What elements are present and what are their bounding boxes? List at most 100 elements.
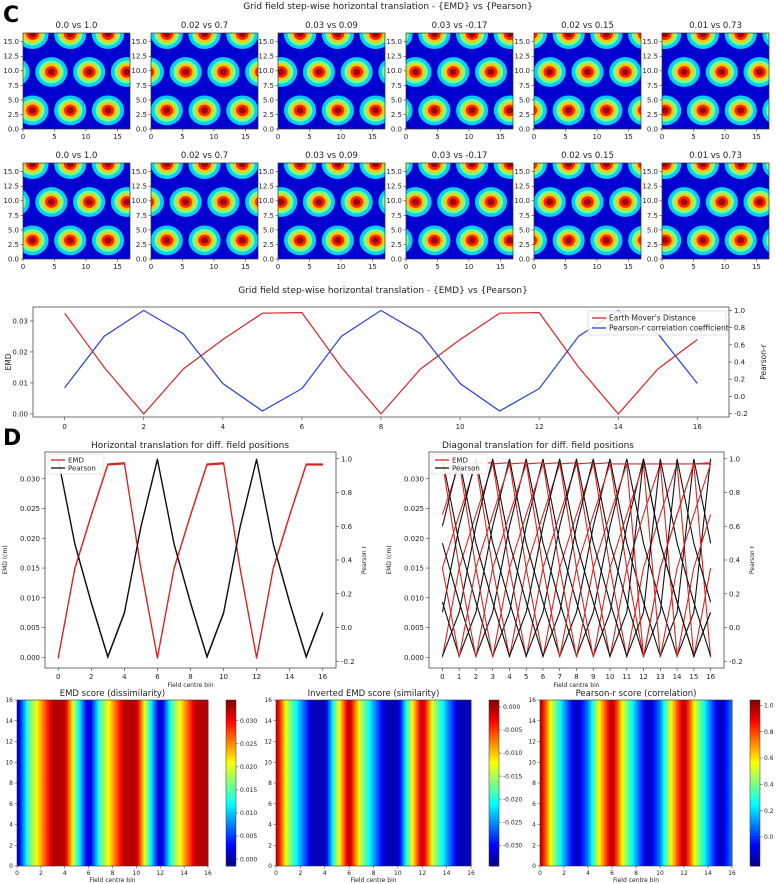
colorbar-segment	[226, 735, 236, 740]
y-tick-label: 0.01	[12, 379, 28, 387]
subplot-title: 0.01 vs 0.73	[689, 151, 742, 161]
heatmap-column	[122, 700, 125, 866]
x-axis-label: Field centre bin	[613, 877, 659, 884]
grid-field	[123, 198, 130, 206]
colorbar-segment	[750, 857, 760, 861]
heatmap-column	[53, 700, 56, 866]
colorbar-segment	[489, 807, 499, 812]
heatmap-column	[644, 700, 646, 866]
heatmap-column	[680, 700, 683, 866]
grid-field	[430, 33, 438, 38]
heatmap-column	[303, 700, 306, 866]
heatmap-column	[623, 700, 626, 866]
colorbar-segment	[489, 700, 499, 704]
heatmap-column	[107, 700, 110, 866]
heatmap-column	[692, 700, 694, 866]
colorbar-segment	[226, 799, 236, 803]
grid-field	[756, 198, 764, 206]
heatmap-column	[573, 700, 576, 866]
grid-field	[468, 33, 476, 38]
y-tick-label: 0	[532, 863, 536, 870]
heatmap-column	[433, 700, 436, 866]
colorbar-tick-label: 0.000	[240, 856, 257, 863]
heatmap-column	[427, 700, 430, 866]
subplot-title: 0.01 vs 0.73	[689, 21, 742, 31]
x-tick-label: 0	[532, 133, 536, 141]
heatmap-column	[31, 700, 34, 866]
heatmap-column	[347, 700, 350, 866]
heatmap-column	[110, 700, 113, 866]
heatmap-column	[458, 700, 461, 866]
grid-field	[640, 163, 641, 166]
x-tick-label: 0	[274, 870, 278, 877]
colorbar-segment	[750, 744, 760, 748]
grid-field	[506, 237, 513, 244]
heatmap-column	[362, 700, 365, 866]
colorbar-segment	[750, 730, 760, 734]
x-tick-label: 15	[368, 133, 377, 141]
heatmap-column	[602, 700, 605, 866]
x-tick-label: 14	[180, 870, 188, 877]
colorbar-segment	[750, 846, 760, 850]
colorbar-segment	[489, 735, 499, 740]
score-title: Inverted EMD score (similarity)	[308, 689, 440, 699]
colorbar-segment	[489, 727, 499, 731]
heatmap-column	[67, 700, 70, 866]
heatmap-column	[344, 700, 347, 866]
colorbar-segment	[226, 722, 236, 726]
colorbar-segment	[489, 733, 499, 737]
grid-field	[254, 196, 258, 208]
grid-field	[565, 107, 573, 114]
colorbar-segment	[750, 722, 760, 726]
heatmap-column	[576, 700, 579, 866]
heatmap-column	[467, 700, 470, 866]
heatmap-column	[541, 700, 544, 866]
colorbar-segment	[226, 863, 236, 867]
heatmap-column	[414, 700, 417, 866]
grid-field	[315, 68, 323, 76]
field-group	[23, 163, 130, 256]
heatmap-column	[551, 700, 554, 866]
heatmap-column	[655, 700, 658, 866]
grid-map	[405, 162, 514, 260]
heatmap-column	[682, 700, 685, 866]
grid-field	[182, 198, 190, 206]
heatmap-column	[714, 700, 717, 866]
grid-field	[238, 33, 246, 38]
heatmap-column	[572, 700, 574, 866]
heatmap-column	[42, 700, 45, 866]
colorbar-segment	[226, 802, 236, 806]
grid-field	[382, 194, 385, 210]
heatmap-column	[289, 700, 292, 866]
colorbar-segment	[750, 780, 760, 784]
colorbar-segment	[489, 843, 499, 848]
heatmap-column	[568, 700, 571, 866]
heatmap-column	[419, 700, 422, 866]
x-tick-label: 16	[318, 673, 327, 681]
grid-field	[23, 194, 26, 210]
subplot-title: 0.02 vs 0.7	[181, 21, 228, 31]
heatmap-column	[652, 700, 654, 866]
y-tick-label: 7.5	[391, 212, 402, 220]
heatmap-column	[93, 700, 96, 866]
heatmap-column	[23, 700, 26, 866]
x-tick-label: 8	[372, 870, 376, 877]
colorbar-segment	[750, 838, 760, 842]
legend-label: Pearson	[68, 464, 96, 472]
y-tick-label: 0.030	[20, 475, 40, 483]
grid-field	[334, 107, 342, 114]
x-tick-label: 0	[276, 263, 280, 271]
y-tick-label: 8	[9, 780, 13, 787]
grid-map	[405, 32, 514, 130]
y-tick-label: 0.0	[136, 125, 147, 133]
y-tick-label: 0.0	[263, 125, 274, 133]
colorbar-segment	[489, 805, 499, 809]
y-tick-label: 0.030	[404, 475, 424, 483]
heatmap-column	[352, 700, 355, 866]
heatmap-column	[169, 700, 172, 866]
y-tick-label: 5.0	[391, 226, 402, 234]
y-tick-label: 10.0	[386, 197, 402, 205]
heatmap-column	[336, 700, 339, 866]
grid-field	[142, 31, 149, 37]
heatmap-column	[591, 700, 594, 866]
